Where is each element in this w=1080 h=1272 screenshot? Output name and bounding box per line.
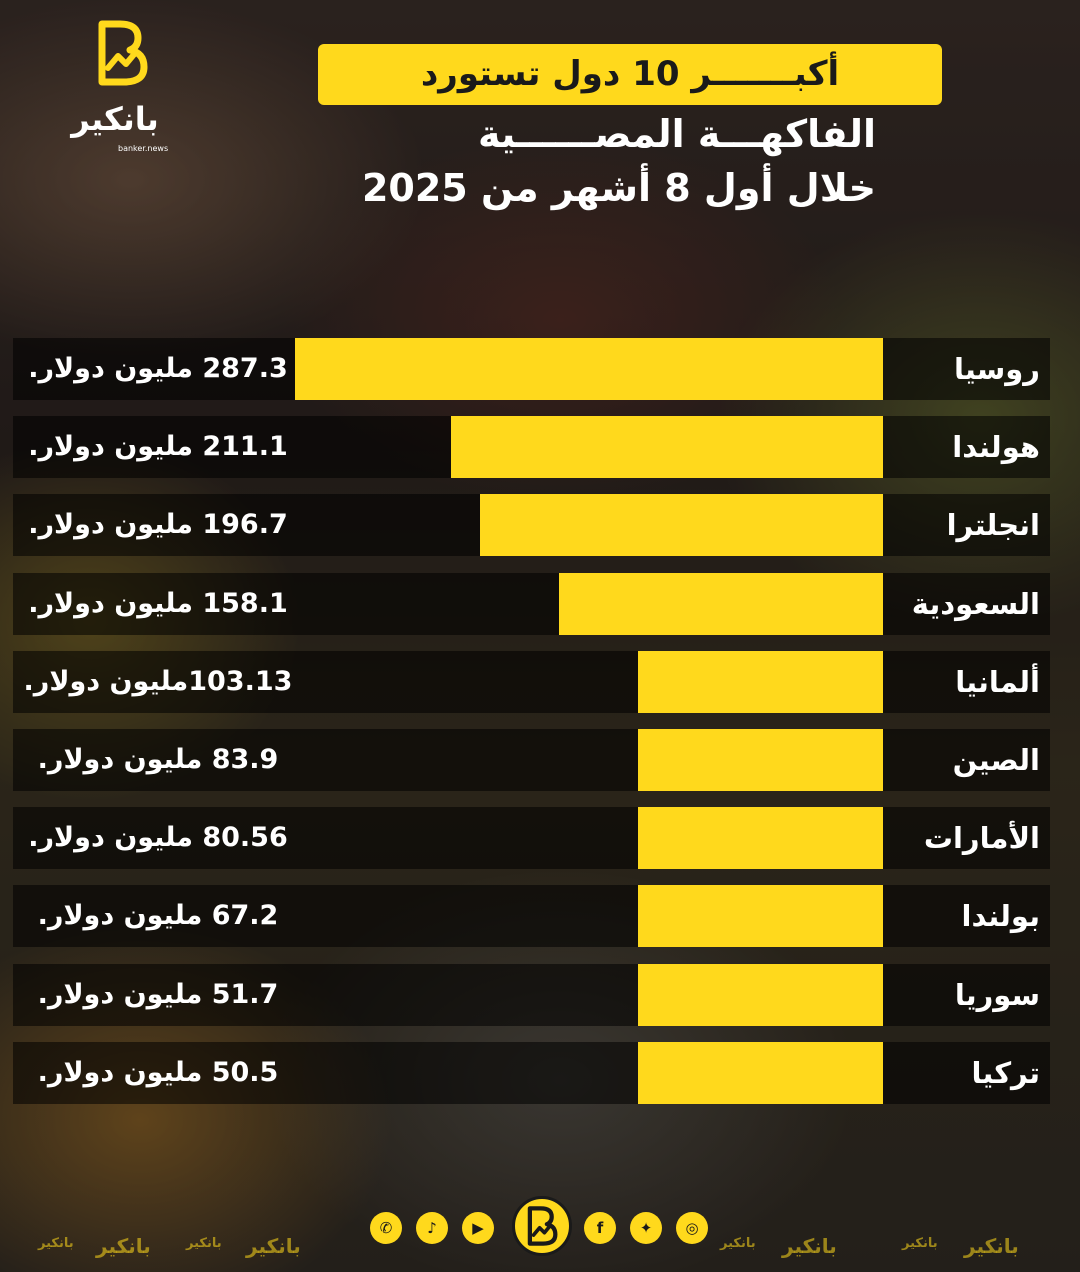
chart-bar — [638, 729, 883, 791]
country-label: بولندا — [961, 899, 1041, 934]
country-label: سوريا — [954, 977, 1040, 1012]
chart-bar — [638, 885, 883, 948]
brand-logo: بانكير banker.news — [60, 20, 180, 153]
chart-row: 51.7 مليون دولار. سوريا — [13, 963, 1050, 1026]
chart-row: 196.7 مليون دولار. انجلترا — [13, 494, 1050, 557]
country-label: روسيا — [954, 352, 1040, 386]
country-label: الأمارات — [923, 821, 1040, 856]
watermark: بانكير — [964, 1234, 1019, 1258]
banker-logo-icon[interactable] — [512, 1196, 572, 1256]
country-label: الصين — [952, 743, 1040, 777]
youtube-icon[interactable]: ▶ — [462, 1212, 494, 1244]
instagram-icon[interactable]: ◎ — [676, 1212, 708, 1244]
bar-value-label: 287.3 مليون دولار. — [28, 353, 288, 384]
country-label: السعودية — [911, 586, 1040, 621]
watermark: بانكير — [720, 1236, 756, 1251]
country-label: تركيا — [971, 1055, 1040, 1090]
country-label: ألمانيا — [955, 664, 1040, 699]
watermark: بانكير — [246, 1234, 301, 1258]
brand-domain: banker.news — [118, 144, 169, 153]
twitter-icon[interactable]: ✦ — [630, 1212, 662, 1244]
chart-bar — [450, 416, 883, 479]
chart-row: 50.5 مليون دولار. تركيا — [13, 1041, 1050, 1104]
bar-value-label: 67.2 مليون دولار. — [37, 900, 279, 932]
chart-row: 67.2 مليون دولار. بولندا — [13, 885, 1050, 948]
whatsapp-icon[interactable]: ✆ — [370, 1212, 402, 1244]
watermark: بانكير — [782, 1234, 837, 1258]
chart-row: 80.56 مليون دولار. الأمارات — [13, 807, 1050, 870]
tiktok-icon[interactable]: ♪ — [416, 1212, 448, 1244]
title-line-3: خلال أول 8 أشهر من 2025 — [361, 166, 876, 210]
brand-name: بانكير — [71, 100, 159, 138]
banker-b-logo-icon — [98, 20, 148, 86]
chart-bar — [480, 494, 883, 557]
chart-row: 83.9 مليون دولار. الصين — [13, 729, 1050, 791]
bar-value-label: 80.56 مليون دولار. — [28, 822, 288, 854]
title-banner — [318, 44, 942, 105]
country-label: هولندا — [952, 430, 1040, 465]
bar-value-label: 51.7 مليون دولار. — [37, 978, 279, 1010]
watermark: بانكير — [902, 1236, 938, 1251]
watermark: بانكير — [96, 1234, 151, 1258]
bar-value-label: 196.7 مليون دولار. — [28, 509, 288, 541]
title-line-1: أكبـــــــر 10 دول تستورد — [420, 54, 840, 94]
title-line-2: الفاكهـــة المصــــــية — [477, 112, 876, 156]
chart-bar — [559, 572, 883, 635]
bar-value-label: 103.13مليون دولار. — [23, 665, 293, 697]
chart-row: 211.1 مليون دولار. هولندا — [13, 416, 1050, 479]
chart-bar — [638, 963, 883, 1026]
chart-bar — [638, 1041, 883, 1104]
chart-bar — [295, 338, 883, 400]
chart-row: 158.1 مليون دولار. السعودية — [13, 572, 1050, 635]
chart-bar — [638, 807, 883, 870]
country-label: انجلترا — [946, 508, 1040, 543]
watermark: بانكير — [38, 1236, 74, 1251]
watermark: بانكير — [186, 1236, 222, 1251]
chart-row: 103.13مليون دولار. ألمانيا — [13, 650, 1050, 713]
social-bar: ✆ ♪ ▶ f ✦ ◎ — [370, 1196, 710, 1266]
bar-value-label: 83.9 مليون دولار. — [37, 744, 279, 775]
bar-value-label: 158.1 مليون دولار. — [28, 587, 288, 619]
chart-bar — [638, 650, 883, 713]
bar-value-label: 50.5 مليون دولار. — [37, 1056, 279, 1088]
chart-row: 287.3 مليون دولار. روسيا — [13, 338, 1050, 400]
facebook-icon[interactable]: f — [584, 1212, 616, 1244]
bar-value-label: 211.1 مليون دولار. — [28, 431, 288, 463]
